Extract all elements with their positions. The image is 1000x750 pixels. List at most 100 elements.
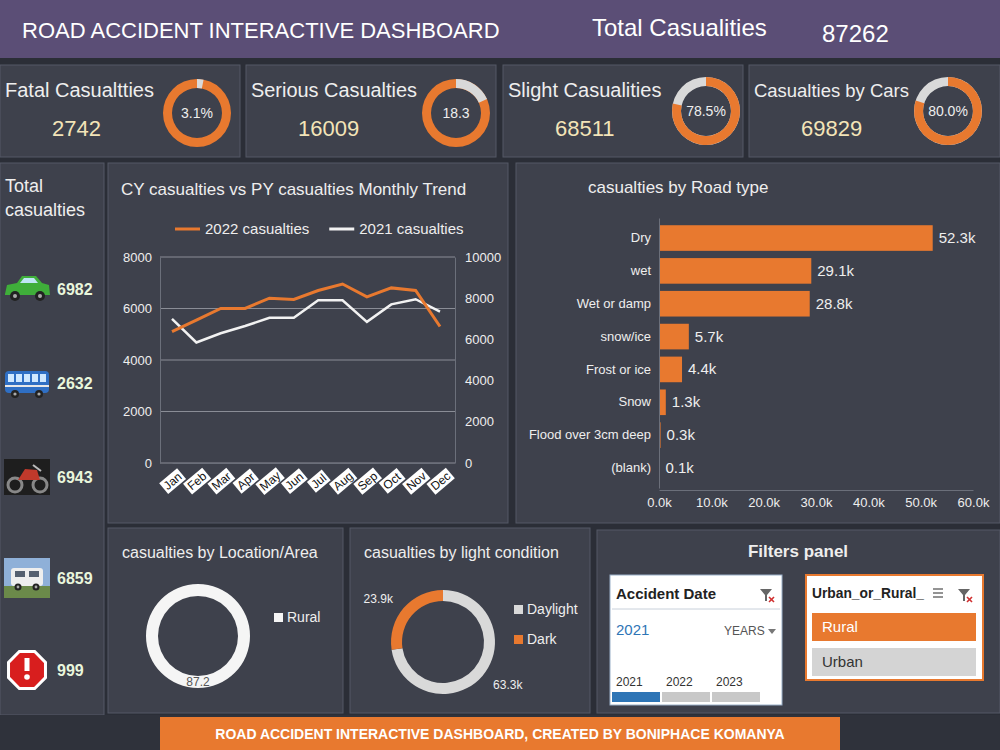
chart-panel	[108, 163, 508, 523]
kpi-value: 69829	[801, 116, 862, 141]
icon-photo	[4, 558, 50, 598]
axis-line	[660, 490, 974, 491]
slicer	[806, 575, 983, 680]
donut-label: 18.3	[442, 105, 469, 121]
kpi-title: Casualties by Cars	[754, 80, 909, 101]
icon-window	[32, 374, 38, 382]
icon-window	[29, 571, 39, 577]
icon-line	[933, 596, 943, 597]
panel-title: Totalcasualties	[5, 176, 85, 220]
vehicle-icon	[9, 652, 46, 689]
kpi-title: Fatal Casualtties	[5, 79, 154, 101]
timeline-bar	[662, 692, 710, 702]
tick: Snow	[618, 394, 659, 409]
plot	[659, 225, 933, 481]
vehicle-icon	[4, 459, 50, 495]
slicer-option-label: Rural	[822, 618, 858, 635]
legend-label: Daylight	[527, 601, 578, 617]
axis-line	[455, 258, 456, 464]
tick-label: May	[257, 469, 283, 494]
axis-line	[659, 219, 660, 489]
grid-line	[160, 360, 455, 361]
kpi-card	[749, 65, 1000, 157]
grid-line	[160, 463, 455, 464]
chart-panel	[108, 528, 343, 713]
line	[172, 284, 440, 332]
tick-label: Flood over 3cm deep	[529, 427, 651, 442]
icon-wheel	[35, 291, 45, 301]
axis-line	[173, 463, 441, 464]
total-value: 87262	[822, 20, 889, 47]
tick: wet	[630, 263, 659, 278]
tick-label: Jul	[308, 471, 329, 492]
tick: 4000	[123, 353, 160, 368]
tick-label-box	[233, 468, 259, 493]
vehicle-value: 6982	[57, 281, 93, 298]
donut-arc	[197, 79, 204, 88]
tick-label-box	[379, 468, 406, 494]
data-label: 29.1k	[817, 262, 854, 279]
y-axis: 02000400060008000	[123, 250, 160, 471]
timeline-bar	[612, 692, 660, 702]
icon-hub	[35, 586, 38, 589]
donut: 63.3k23.9k	[364, 590, 524, 694]
tick: Mar	[207, 463, 235, 494]
chart-panel	[516, 163, 1000, 523]
tick-label-box	[329, 468, 357, 495]
tick-label: Jun	[283, 470, 307, 493]
tick-label: Sep	[355, 469, 381, 494]
kpi-value: 68511	[555, 116, 615, 141]
grid-line	[160, 257, 455, 258]
panel-title: Filters panel	[748, 542, 848, 561]
donut-arc	[914, 77, 982, 145]
grid-line	[160, 411, 455, 412]
icon-sign	[9, 652, 46, 689]
slicer-title: Urban_or_Rural_	[812, 586, 924, 601]
tick: 6000	[455, 332, 494, 347]
bar	[659, 225, 933, 251]
tick: Oct	[379, 463, 406, 494]
tick-label: Nov	[404, 469, 429, 493]
kpi: Fatal Casualtties27423.1%	[5, 79, 231, 147]
icon-body	[5, 276, 50, 295]
icon-clear	[967, 597, 972, 602]
tick-label: Dry	[631, 230, 652, 245]
bar	[659, 291, 810, 317]
tick-label: Wet or damp	[577, 296, 651, 311]
tick-label: wet	[630, 263, 652, 278]
kpi-card	[503, 65, 743, 157]
tick: Aug	[329, 463, 357, 495]
tick-label-box	[281, 468, 308, 494]
icon-hub	[13, 392, 16, 395]
tick: 4000	[455, 373, 494, 388]
tick-label-box	[353, 467, 382, 494]
vehicle-value: 6859	[57, 570, 93, 587]
icon-window	[24, 374, 30, 382]
vehicle-value: 999	[57, 662, 84, 679]
x-axis: JanFebMarAprMayJunJulAugSepOctNovDec	[159, 463, 455, 495]
tick-label: Jan	[161, 470, 185, 493]
icon-mark	[25, 658, 30, 671]
tick-label: 20.0k	[748, 495, 780, 510]
slicer-option	[812, 648, 976, 676]
tick: 6000	[123, 301, 160, 316]
slicer-divider	[612, 609, 780, 610]
slicer	[610, 575, 782, 705]
tick: 30.0k	[801, 490, 833, 510]
data-label: 5.7k	[695, 328, 724, 345]
tick-label: Aug	[330, 469, 355, 493]
data-label: 23.9k	[364, 592, 394, 606]
tick: 0	[455, 456, 472, 471]
header-bar	[0, 0, 1000, 58]
kpi-title: Slight Casualities	[508, 79, 661, 101]
data-label: 1.3k	[672, 393, 701, 410]
footer-bar	[0, 715, 1000, 750]
tick: Nov	[402, 463, 430, 495]
vehicle-icon	[5, 276, 50, 301]
tick-label: 4000	[465, 373, 494, 388]
y2-axis: 0200040006000800010000	[455, 250, 501, 471]
donut-label: 78.5%	[686, 103, 726, 119]
icon-mark	[24, 674, 30, 680]
tick-label: Feb	[185, 469, 210, 493]
tick-label: 60.0k	[958, 495, 990, 510]
